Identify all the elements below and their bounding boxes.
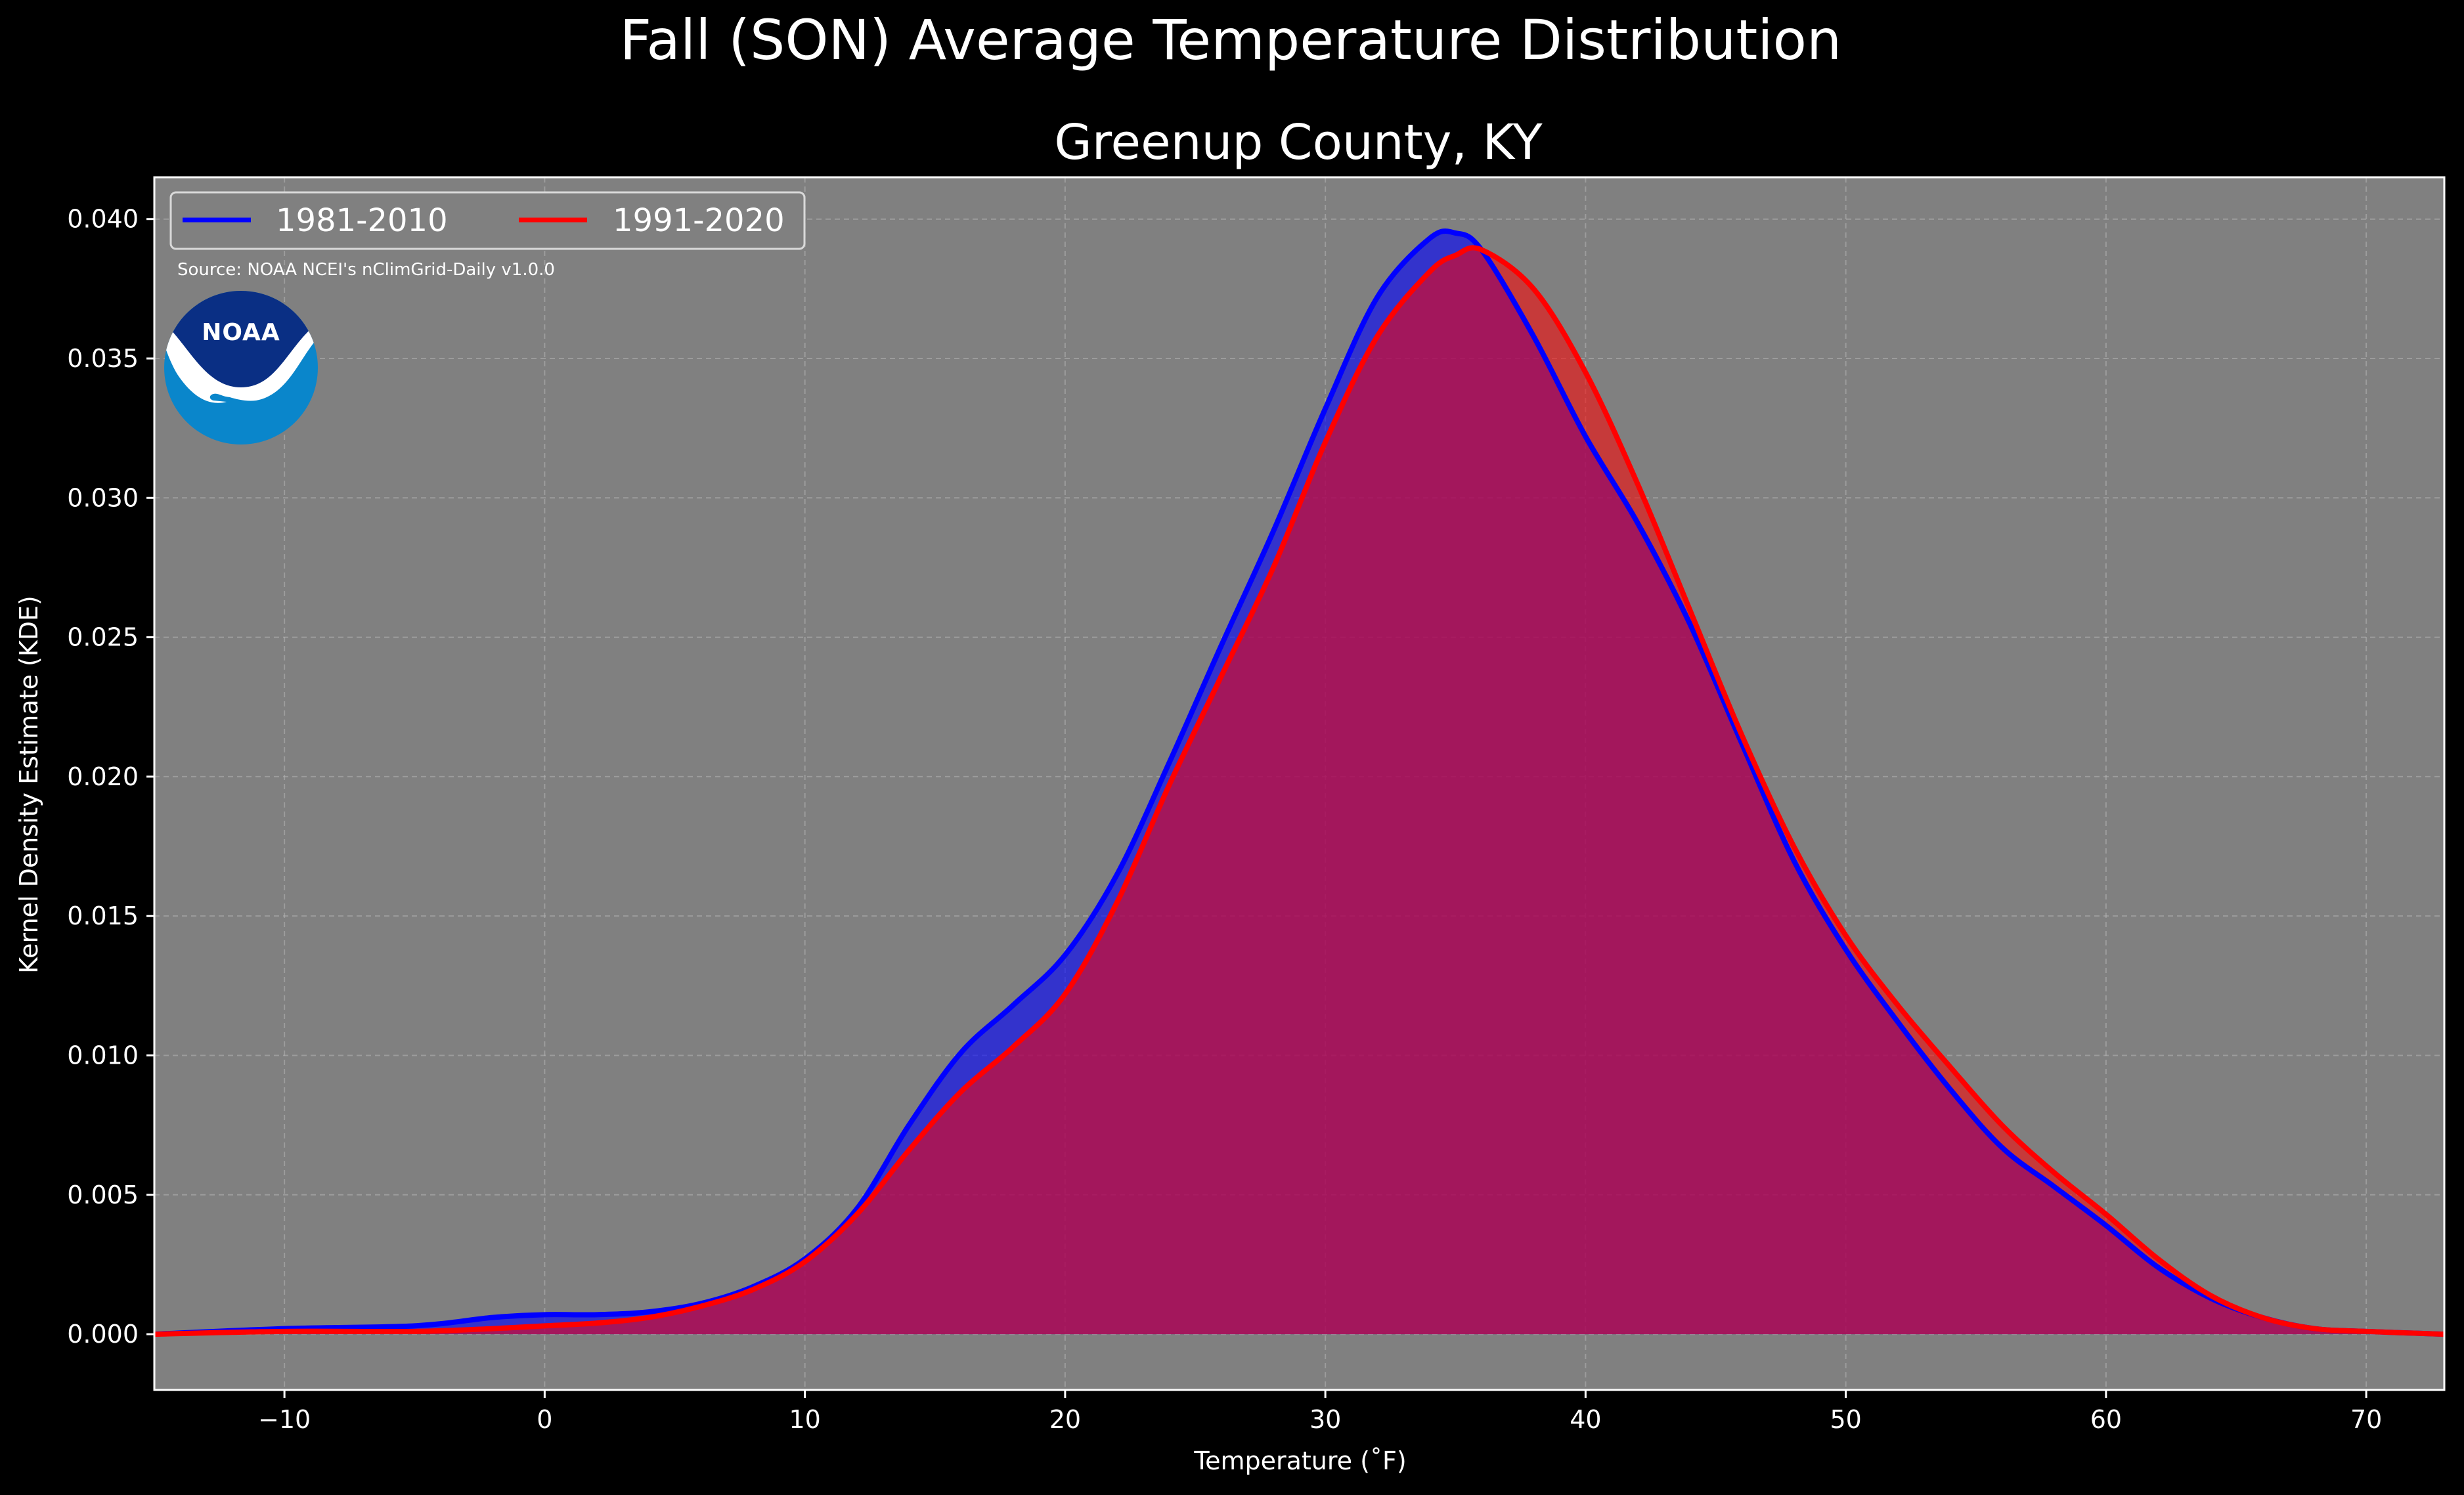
y-tick-label: 0.010 bbox=[67, 1041, 139, 1070]
x-axis-ticks: −10 0 10 20 30 40 50 60 70 bbox=[258, 1390, 2382, 1434]
y-tick-label: 0.040 bbox=[67, 205, 139, 234]
x-tick-label: 10 bbox=[789, 1405, 820, 1434]
noaa-logo-dark-half bbox=[164, 291, 318, 394]
x-tick-label: 70 bbox=[2350, 1405, 2382, 1434]
y-axis-ticks: 0.000 0.005 0.010 0.015 0.020 0.025 0.030 0.035… bbox=[67, 205, 154, 1349]
x-tick-label: 60 bbox=[2090, 1405, 2122, 1434]
legend-label-1991-2020: 1991-2020 bbox=[613, 202, 785, 239]
noaa-logo-text: NOAA bbox=[202, 319, 280, 346]
x-tick-label: 30 bbox=[1309, 1405, 1341, 1434]
x-tick-label: 0 bbox=[537, 1405, 552, 1434]
x-tick-label: −10 bbox=[258, 1405, 311, 1434]
source-note: Source: NOAA NCEI's nClimGrid-Daily v1.0… bbox=[177, 260, 555, 280]
y-tick-label: 0.005 bbox=[67, 1181, 139, 1209]
density-lines bbox=[154, 228, 2445, 1337]
y-axis-label: Kernel Density Estimate (KDE) bbox=[14, 596, 43, 974]
legend: 1981-2010 1991-2020 bbox=[169, 191, 806, 250]
plot-area: −10 0 10 20 30 40 50 60 70 0.0000.0050.0100.0150… bbox=[67, 176, 2446, 1434]
y-tick-label: 0.035 bbox=[67, 344, 139, 373]
noaa-logo-bird bbox=[164, 320, 318, 403]
y-tick-label: 0.000 bbox=[67, 1320, 139, 1349]
x-tick-label: 40 bbox=[1570, 1405, 1601, 1434]
x-tick-label: 50 bbox=[1830, 1405, 1861, 1434]
density-areas bbox=[154, 230, 2444, 1335]
axes-frame bbox=[153, 176, 2446, 1391]
legend-label-1981-2010: 1981-2010 bbox=[276, 202, 448, 239]
y-tick-label: 0.020 bbox=[67, 762, 139, 791]
y-tick-label: 0.015 bbox=[67, 901, 139, 930]
y-tick-label: 0.025 bbox=[67, 623, 139, 652]
chart-title: Fall (SON) Average Temperature Distribut… bbox=[620, 8, 1841, 72]
x-tick-label: 20 bbox=[1049, 1405, 1081, 1434]
chart-subtitle: Greenup County, KY bbox=[1054, 114, 1543, 171]
legend-box bbox=[169, 191, 806, 250]
noaa-logo: NOAA bbox=[164, 291, 318, 444]
density-line-1991-2020 bbox=[154, 245, 2445, 1337]
x-axis-label: Temperature (˚F) bbox=[1193, 1446, 1406, 1475]
density-area-1991-2020 bbox=[154, 248, 2444, 1335]
y-tick-label: 0.030 bbox=[67, 483, 139, 512]
